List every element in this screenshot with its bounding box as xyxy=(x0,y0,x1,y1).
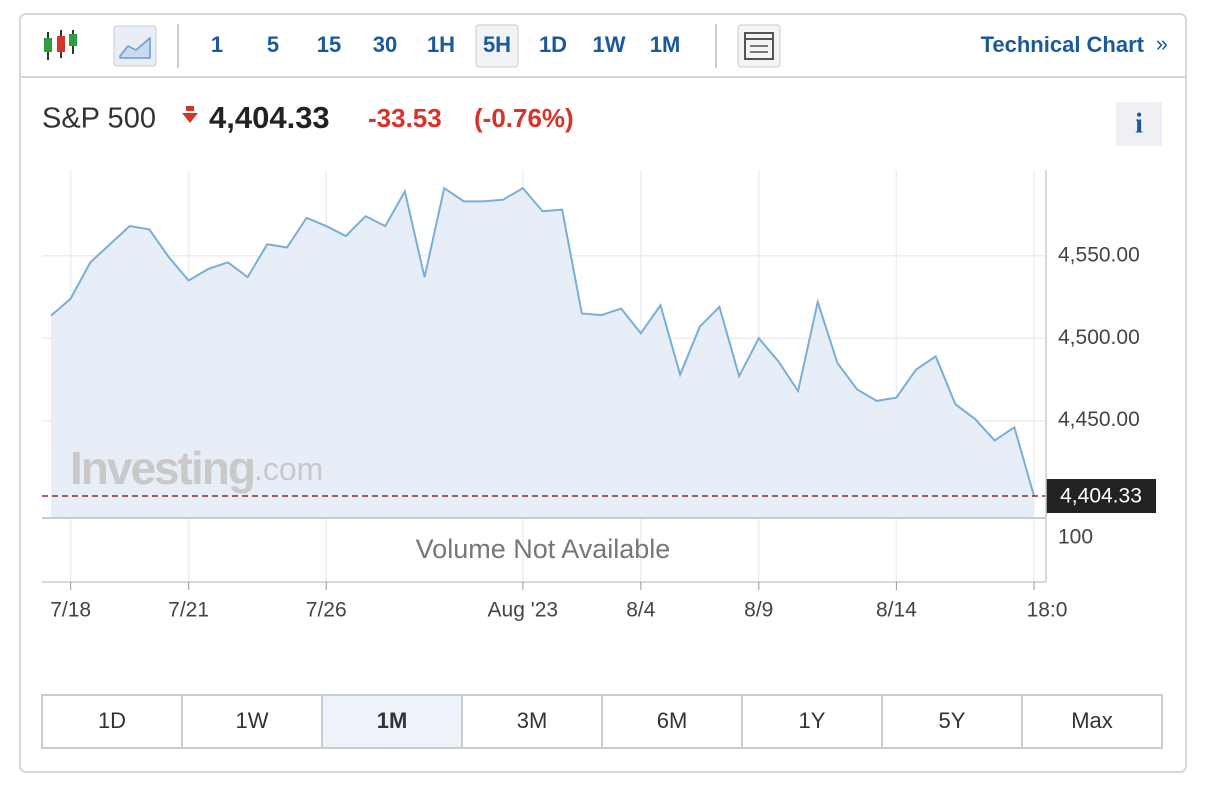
link-arrow[interactable]: » xyxy=(1156,31,1168,56)
period-label[interactable]: 6M xyxy=(657,708,688,733)
down-arrow xyxy=(182,106,198,123)
watermark-suffix: .com xyxy=(254,451,323,487)
interval-selected[interactable] xyxy=(475,24,519,68)
interval-button[interactable]: 5H xyxy=(483,32,511,57)
price: 4,404.33 xyxy=(209,100,330,135)
interval-button[interactable]: 30 xyxy=(373,32,397,57)
interval-button[interactable]: 15 xyxy=(317,32,341,57)
period-label[interactable]: 1W xyxy=(236,708,269,733)
area-icon[interactable] xyxy=(113,25,157,67)
info-button[interactable] xyxy=(1116,102,1162,146)
volume-note: Volume Not Available xyxy=(416,534,671,564)
period-button[interactable] xyxy=(1021,694,1163,749)
icon-part xyxy=(44,38,52,52)
interval-button[interactable]: 1D xyxy=(539,32,567,57)
x-tick-label: 18:0 xyxy=(1027,599,1068,622)
icon-part xyxy=(57,36,65,52)
x-tick-label: 7/21 xyxy=(168,599,209,622)
area xyxy=(51,188,1034,518)
period-button[interactable] xyxy=(41,694,183,749)
interval-button[interactable]: 1H xyxy=(427,32,455,57)
period-label[interactable]: 1M xyxy=(377,708,408,733)
icon-part xyxy=(69,34,77,46)
x-tick-label: Aug '23 xyxy=(488,599,559,622)
technical-chart-link[interactable]: Technical Chart xyxy=(981,32,1145,57)
info-icon[interactable]: i xyxy=(1135,108,1143,139)
last-price-label: 4,404.33 xyxy=(1060,485,1142,508)
period-button[interactable] xyxy=(181,694,323,749)
period-label[interactable]: Max xyxy=(1071,708,1113,733)
watermark: Investing.com xyxy=(70,442,323,494)
change: -33.53 xyxy=(368,103,442,133)
interval-button[interactable]: 1W xyxy=(593,32,626,57)
interval-button[interactable]: 5 xyxy=(267,32,279,57)
x-tick-label: 8/4 xyxy=(626,599,656,622)
y-tick-label: 4,550.00 xyxy=(1058,243,1140,266)
x-tick-label: 7/18 xyxy=(50,599,91,622)
x-tick-label: 7/26 xyxy=(306,599,347,622)
watermark-brand: Investing xyxy=(70,442,254,494)
interval-button[interactable]: 1M xyxy=(650,32,681,57)
period-button[interactable] xyxy=(881,694,1023,749)
x-tick-label: 8/14 xyxy=(876,599,917,622)
period-label[interactable]: 1D xyxy=(98,708,126,733)
line xyxy=(50,186,1035,497)
candle-icon[interactable] xyxy=(44,30,77,60)
icon-part xyxy=(119,36,151,59)
period-label[interactable]: 3M xyxy=(517,708,548,733)
instrument-name: S&P 500 xyxy=(42,103,156,135)
last-price-badge xyxy=(1046,479,1156,514)
change-pct: (-0.76%) xyxy=(474,103,574,133)
interval-button[interactable]: 1 xyxy=(211,32,223,57)
period-button[interactable] xyxy=(741,694,883,749)
icon-part xyxy=(744,32,774,60)
volume-tick-label: 100 xyxy=(1058,526,1093,549)
period-button[interactable] xyxy=(321,694,463,749)
y-tick-label: 4,500.00 xyxy=(1058,326,1140,349)
layout-icon[interactable] xyxy=(737,24,781,68)
y-tick-label: 4,450.00 xyxy=(1058,408,1140,431)
x-tick-label: 8/9 xyxy=(744,599,773,622)
period-label[interactable]: 1Y xyxy=(799,708,826,733)
period-label[interactable]: 5Y xyxy=(939,708,966,733)
